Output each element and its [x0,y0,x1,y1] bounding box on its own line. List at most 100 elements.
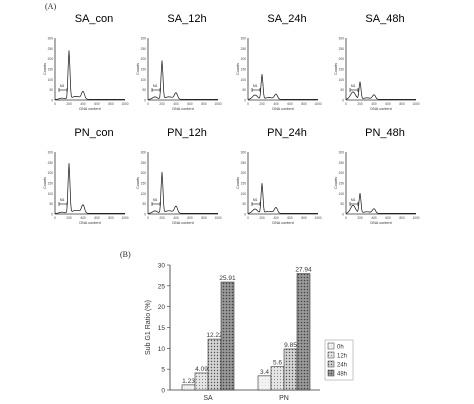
histogram-y-tick: 100 [141,78,147,82]
histogram-y-tick: 100 [141,192,147,196]
histogram-y-tick: 0 [144,99,146,103]
histogram-y-tick: 200 [48,171,54,175]
histogram-x-tick: 600 [94,102,100,106]
histogram-x-tick: 400 [80,216,86,220]
histogram-curve [247,183,318,214]
histogram-gate-label: M1 [253,84,258,88]
histogram-y-tick: 50 [340,88,344,92]
panel-a-label: (A) [45,2,57,11]
bar-category-label: SA [203,395,213,402]
histogram-y-tick: 0 [51,99,53,103]
bar-sa-0h [181,384,196,391]
histogram-title: SA_48h [365,13,404,25]
histogram-x-tick: 600 [94,216,100,220]
histogram-y-tick: 200 [339,57,345,61]
histogram-x-tick: 800 [201,216,207,220]
histogram-y-tick: 250 [241,161,247,165]
histogram-x-tick: 800 [108,102,114,106]
histogram-y-tick: 100 [241,192,247,196]
histogram-y-tick: 200 [339,171,345,175]
histogram-y-tick: 150 [48,182,54,186]
histogram-x-tick: 0 [54,102,56,106]
bar-sa-24h [207,338,222,391]
histogram-x-tick: 0 [147,216,149,220]
histogram-x-tick: 400 [371,216,377,220]
histogram-y-tick: 250 [241,47,247,51]
bar-y-tick-label: 10 [158,346,166,353]
bar-data-label: 5.6 [273,360,282,367]
histogram-title: SA_12h [167,13,206,25]
histogram-y-tick: 100 [241,78,247,82]
bar-y-label: Sub G1 Ratio (%) [145,300,152,355]
bar-category-label: PN [279,395,289,402]
histogram-title: SA_con [75,13,114,25]
histogram-x-tick: 1000 [121,102,128,106]
histogram-y-tick: 50 [49,88,53,92]
histogram-y-label: Counts [236,177,240,189]
histogram-x-tick: 400 [173,102,179,106]
histogram-y-tick: 150 [339,68,345,72]
histogram-gate-label: M1 [60,198,65,202]
histogram-curve [54,50,125,100]
bar-pn-0h [257,375,272,391]
histogram-y-label: Counts [236,63,240,75]
histogram-y-tick: 100 [339,192,345,196]
bar-data-label: 12.22 [206,332,223,339]
histogram-x-tick: 600 [187,102,193,106]
histogram-x-tick: 0 [247,216,249,220]
histogram-curve [54,163,125,214]
histogram-curve [345,193,416,214]
histogram-y-tick: 200 [241,171,247,175]
histogram-x-tick: 800 [301,102,307,106]
histogram-y-tick: 300 [241,151,247,155]
histogram-x-tick: 1000 [314,216,321,220]
histogram-gate-label: M1 [153,84,158,88]
histogram-y-tick: 250 [48,47,54,51]
histogram-y-tick: 0 [342,213,344,217]
histogram-y-tick: 50 [142,88,146,92]
bar-legend: 0h 12h 24h 48h [324,339,354,381]
histogram-x-tick: 0 [147,102,149,106]
bar-data-label: 25.91 [219,275,236,282]
histogram-gate-label: M1 [253,198,258,202]
bar-legend-label: 48h [337,372,347,378]
histogram-y-tick: 0 [51,213,53,217]
histogram-y-tick: 150 [241,182,247,186]
histogram-y-label: Counts [334,63,338,75]
histogram-x-tick: 1000 [314,102,321,106]
histogram-x-tick: 600 [385,102,391,106]
histogram-y-tick: 200 [48,57,54,61]
histogram-curve [247,74,318,100]
histogram-title: PN_24h [267,127,307,139]
bar-data-label: 3.4 [260,369,269,376]
histogram-y-tick: 0 [342,99,344,103]
histogram-x-tick: 400 [173,216,179,220]
histogram-y-tick: 100 [48,78,54,82]
histogram-x-label: DNA content [172,107,194,111]
histogram-y-tick: 250 [339,161,345,165]
histogram-x-tick: 800 [399,216,405,220]
histogram-y-tick: 300 [48,151,54,155]
histogram-y-tick: 300 [339,151,345,155]
bar-chart-plot: 0 5 10 15 20 25 30 Sub G1 Ratio (%) 1.234.09 12.2… [145,263,320,402]
histogram-x-tick: 800 [399,102,405,106]
bar-data-label: 4.09 [195,366,208,373]
histogram-y-tick: 250 [339,47,345,51]
histogram-x-tick: 200 [66,102,72,106]
bar-sa-12h [194,372,209,391]
histogram-x-tick: 200 [159,102,165,106]
histogram-y-tick: 150 [48,68,54,72]
histogram-y-tick: 50 [242,88,246,92]
histogram-x-tick: 1000 [214,216,221,220]
histogram-x-label: DNA content [370,221,392,225]
histogram-x-tick: 800 [108,216,114,220]
histogram-y-tick: 50 [49,202,53,206]
bar-legend-swatch [327,351,335,359]
histogram-y-tick: 0 [244,99,246,103]
